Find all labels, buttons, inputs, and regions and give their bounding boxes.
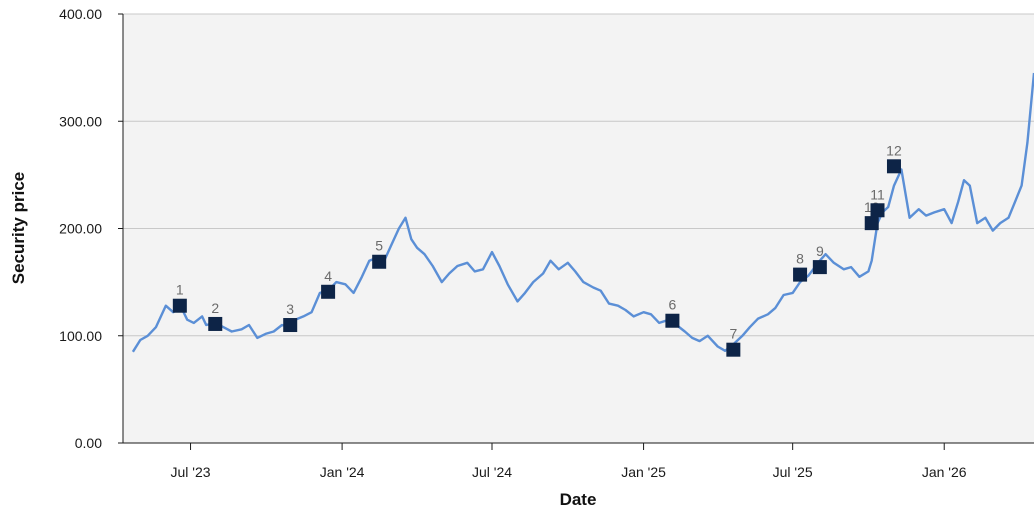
trade-marker xyxy=(283,318,298,333)
x-tick-label: Jul '23 xyxy=(171,464,211,480)
trade-marker-label: 6 xyxy=(669,297,677,313)
trade-marker-label: 3 xyxy=(286,301,294,317)
y-tick-label: 0.00 xyxy=(75,435,102,451)
trade-marker xyxy=(665,313,680,328)
y-tick-label: 200.00 xyxy=(59,221,102,237)
y-axis-ticks: 0.00 100.00 200.00 300.00 400.00 xyxy=(59,6,123,451)
trade-marker-label: 2 xyxy=(211,300,219,316)
x-tick-label: Jul '24 xyxy=(472,464,512,480)
y-axis-title: Security price xyxy=(9,172,28,284)
grid-lines xyxy=(123,13,1034,337)
trade-marker xyxy=(812,260,827,275)
x-tick-label: Jul '25 xyxy=(773,464,813,480)
trade-marker-label: 12 xyxy=(886,142,902,158)
trade-marker xyxy=(870,203,885,218)
x-axis-title: Date xyxy=(560,490,597,509)
x-tick-label: Jan '26 xyxy=(922,464,967,480)
y-tick-label: 400.00 xyxy=(59,6,102,22)
x-tick-label: Jan '25 xyxy=(621,464,666,480)
trade-marker xyxy=(864,216,879,231)
trade-marker xyxy=(726,342,741,357)
trade-marker xyxy=(172,298,187,313)
trade-marker-label: 4 xyxy=(324,268,332,284)
y-tick-label: 100.00 xyxy=(59,328,102,344)
trade-markers: 123456789101112 xyxy=(172,142,902,357)
trade-marker-label: 1 xyxy=(176,282,184,298)
trade-marker xyxy=(321,284,336,299)
x-axis-ticks: Jul '23 Jan '24 Jul '24 Jan '25 Jul '25 Jan '… xyxy=(171,443,967,480)
trade-marker-label: 11 xyxy=(870,186,885,202)
y-tick-label: 300.00 xyxy=(59,113,102,129)
trade-marker-label: 7 xyxy=(729,326,737,342)
trade-marker-label: 8 xyxy=(796,251,804,267)
trade-marker xyxy=(372,254,387,269)
trade-marker xyxy=(886,159,901,174)
x-tick-label: Jan '24 xyxy=(320,464,365,480)
trade-marker-label: 9 xyxy=(816,243,824,259)
trade-marker-label: 5 xyxy=(375,238,383,254)
trade-marker xyxy=(208,316,223,331)
trade-marker xyxy=(793,267,808,282)
